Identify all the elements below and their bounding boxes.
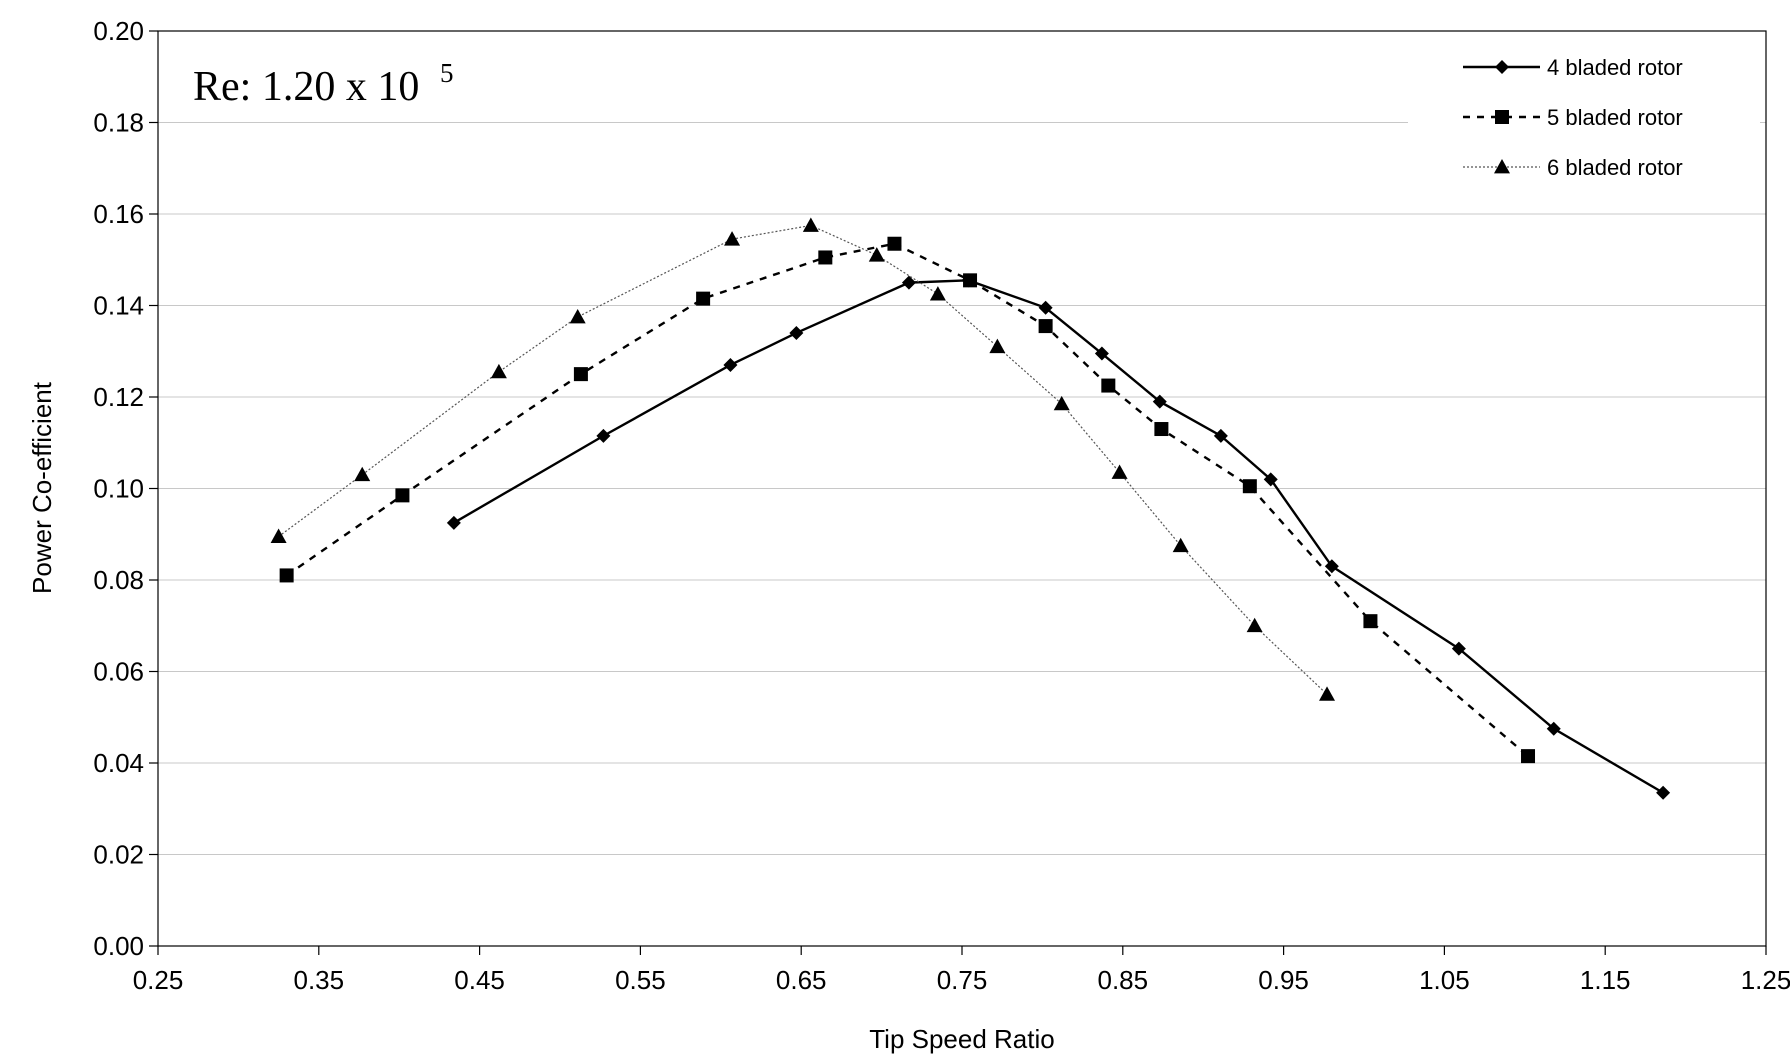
data-point-triangle xyxy=(929,286,946,301)
y-tick-label: 0.04 xyxy=(93,748,144,778)
data-point-square xyxy=(395,488,410,503)
data-point-triangle xyxy=(1172,537,1189,553)
y-tick-label: 0.08 xyxy=(93,565,144,595)
data-point-diamond xyxy=(723,357,738,372)
data-point-diamond xyxy=(901,275,916,290)
data-point-diamond xyxy=(1324,559,1339,574)
series-2 xyxy=(279,236,1536,764)
legend-item-2: 5 bladed rotor xyxy=(1463,105,1683,130)
legend-marker-triangle xyxy=(1494,159,1510,174)
data-point-square xyxy=(573,367,588,382)
data-point-square xyxy=(1038,319,1053,334)
data-point-diamond xyxy=(1038,300,1053,315)
data-point-triangle xyxy=(270,528,287,543)
legend-label: 6 bladed rotor xyxy=(1547,155,1683,180)
y-tick-label: 0.10 xyxy=(93,474,144,504)
x-tick-label: 0.95 xyxy=(1258,965,1309,995)
series-3 xyxy=(270,217,1336,701)
annotation-exponent: 5 xyxy=(440,58,454,88)
data-point-triangle xyxy=(1319,686,1336,701)
reynolds-annotation: Re: 1.20 x 10 5 xyxy=(193,58,454,110)
data-point-diamond xyxy=(1152,394,1167,409)
x-tick-label: 1.05 xyxy=(1419,965,1470,995)
data-point-diamond xyxy=(596,428,611,443)
x-tick-label: 1.25 xyxy=(1741,965,1790,995)
y-tick-label: 0.18 xyxy=(93,108,144,138)
y-tick-label: 0.00 xyxy=(93,931,144,961)
legend-item-3: 6 bladed rotor xyxy=(1463,155,1683,180)
data-point-triangle xyxy=(1053,395,1070,411)
series-line xyxy=(278,224,1328,695)
x-axis-title: Tip Speed Ratio xyxy=(869,1024,1054,1054)
data-point-triangle xyxy=(724,231,741,246)
data-point-triangle xyxy=(1246,617,1263,633)
data-point-square xyxy=(696,291,711,306)
data-point-triangle xyxy=(1111,464,1128,479)
x-tick-label: 0.25 xyxy=(133,965,184,995)
data-point-square xyxy=(1363,614,1378,629)
x-tick-label: 1.15 xyxy=(1580,965,1631,995)
data-point-square xyxy=(1154,422,1169,437)
x-tick-label: 0.75 xyxy=(937,965,988,995)
x-tick-label: 0.35 xyxy=(293,965,344,995)
data-point-diamond xyxy=(1263,472,1278,487)
legend-marker-diamond xyxy=(1495,60,1509,74)
data-point-square xyxy=(1101,378,1116,393)
data-point-diamond xyxy=(1094,346,1109,361)
y-tick-label: 0.12 xyxy=(93,382,144,412)
annotation-text: Re: 1.20 x 10 xyxy=(193,64,419,110)
data-point-diamond xyxy=(1546,721,1561,736)
legend-item-1: 4 bladed rotor xyxy=(1463,55,1683,80)
data-point-triangle xyxy=(354,466,371,482)
legend: 4 bladed rotor 5 bladed rotor 6 bladed rot… xyxy=(1408,40,1760,192)
axes: 0.00 0.02 0.04 0.06 0.08 0.10 0.12 0.14 0.16 0.18… xyxy=(93,16,1790,995)
data-point-triangle xyxy=(490,363,507,379)
data-point-diamond xyxy=(1213,428,1228,443)
data-point-diamond xyxy=(1656,785,1671,800)
series xyxy=(270,217,1671,800)
y-tick-label: 0.06 xyxy=(93,657,144,687)
x-tick-label: 0.45 xyxy=(454,965,505,995)
legend-label: 4 bladed rotor xyxy=(1547,55,1683,80)
legend-label: 5 bladed rotor xyxy=(1547,105,1683,130)
data-point-square xyxy=(1521,749,1536,764)
data-point-square xyxy=(963,273,978,288)
data-point-diamond xyxy=(446,515,461,530)
y-tick-label: 0.02 xyxy=(93,840,144,870)
data-point-square xyxy=(1242,479,1257,494)
data-point-square xyxy=(818,250,833,265)
data-point-square xyxy=(887,236,902,251)
data-point-triangle xyxy=(868,247,885,262)
data-point-diamond xyxy=(789,325,804,340)
data-point-triangle xyxy=(989,338,1006,354)
y-tick-label: 0.20 xyxy=(93,16,144,46)
y-axis-title: Power Co-efficient xyxy=(27,381,57,594)
x-tick-label: 0.85 xyxy=(1097,965,1148,995)
data-point-square xyxy=(279,568,294,583)
data-point-triangle xyxy=(802,217,819,232)
legend-marker-square xyxy=(1495,110,1509,124)
series-1 xyxy=(446,273,1671,800)
y-tick-label: 0.14 xyxy=(93,291,144,321)
y-tick-label: 0.16 xyxy=(93,199,144,229)
data-point-diamond xyxy=(1451,641,1466,656)
gridlines xyxy=(158,122,1766,855)
data-point-triangle xyxy=(569,308,586,324)
x-tick-label: 0.65 xyxy=(776,965,827,995)
x-tick-label: 0.55 xyxy=(615,965,666,995)
